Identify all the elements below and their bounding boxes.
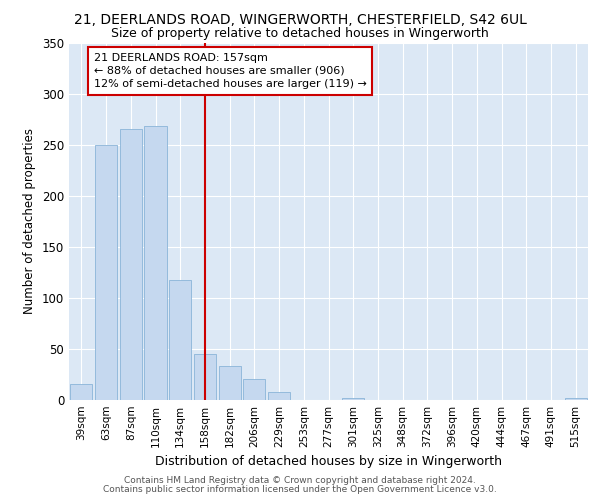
Bar xyxy=(268,392,290,400)
Bar xyxy=(194,354,216,400)
Bar xyxy=(145,126,167,400)
Bar xyxy=(119,130,142,400)
Text: Contains public sector information licensed under the Open Government Licence v3: Contains public sector information licen… xyxy=(103,485,497,494)
Bar xyxy=(342,398,364,400)
Bar xyxy=(243,378,265,400)
Y-axis label: Number of detached properties: Number of detached properties xyxy=(23,128,37,314)
Text: Size of property relative to detached houses in Wingerworth: Size of property relative to detached ho… xyxy=(111,28,489,40)
Text: 21, DEERLANDS ROAD, WINGERWORTH, CHESTERFIELD, S42 6UL: 21, DEERLANDS ROAD, WINGERWORTH, CHESTER… xyxy=(74,12,526,26)
X-axis label: Distribution of detached houses by size in Wingerworth: Distribution of detached houses by size … xyxy=(155,456,502,468)
Bar xyxy=(565,398,587,400)
Bar xyxy=(95,144,117,400)
Bar xyxy=(218,366,241,400)
Bar xyxy=(169,280,191,400)
Text: Contains HM Land Registry data © Crown copyright and database right 2024.: Contains HM Land Registry data © Crown c… xyxy=(124,476,476,485)
Text: 21 DEERLANDS ROAD: 157sqm
← 88% of detached houses are smaller (906)
12% of semi: 21 DEERLANDS ROAD: 157sqm ← 88% of detac… xyxy=(94,52,367,89)
Bar xyxy=(70,384,92,400)
